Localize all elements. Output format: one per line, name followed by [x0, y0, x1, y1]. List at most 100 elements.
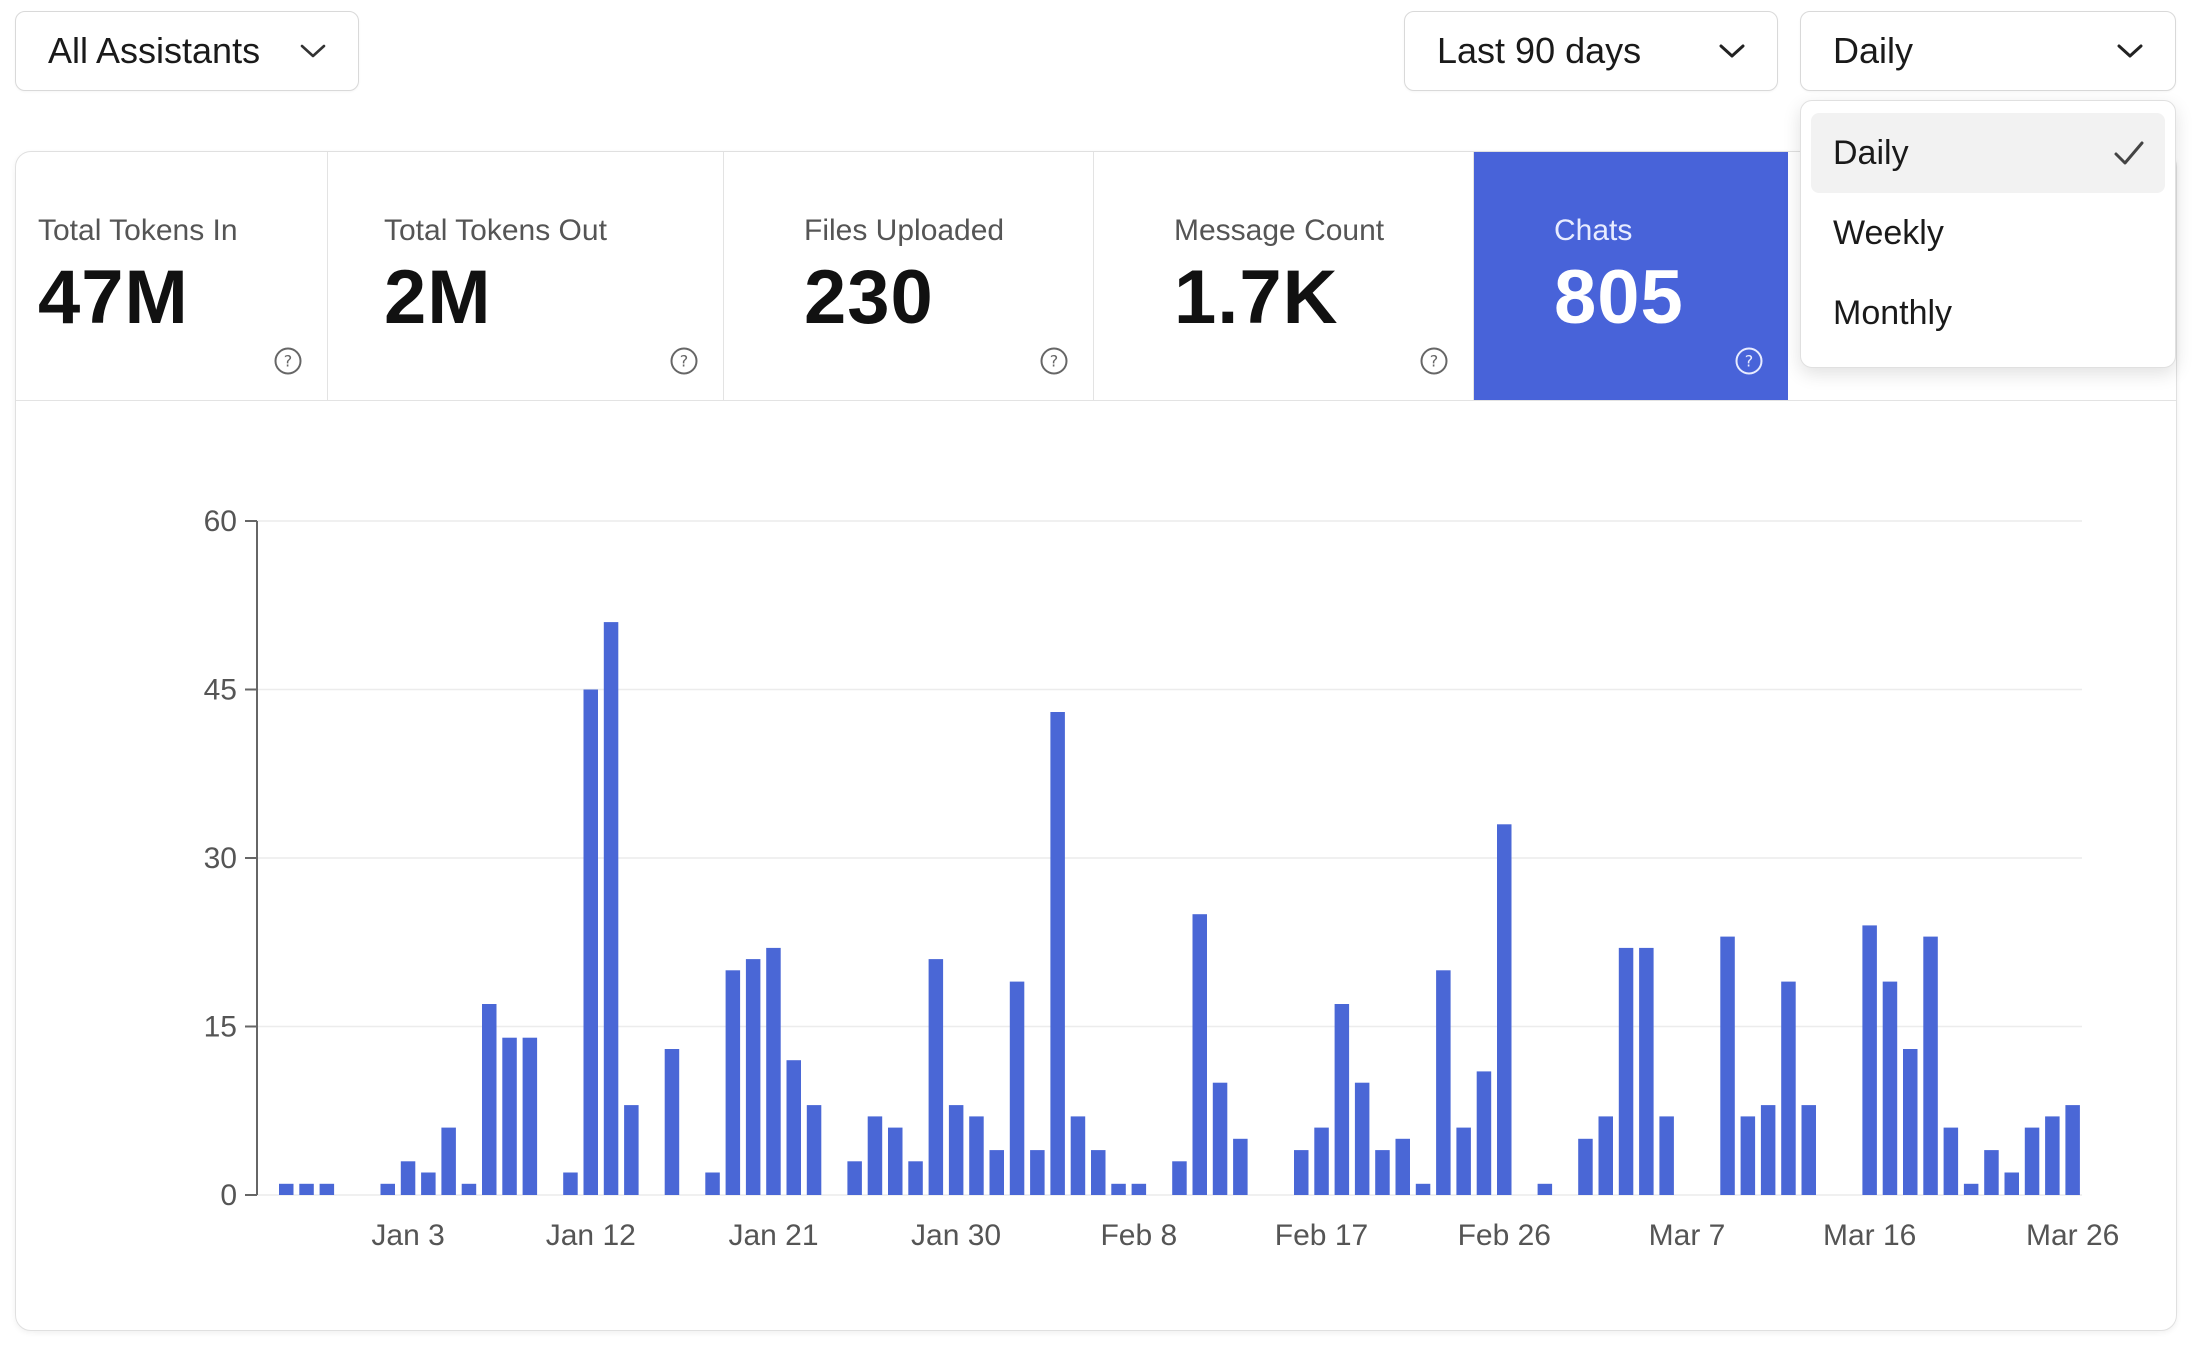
y-tick-label: 60 — [204, 505, 237, 538]
bar — [888, 1127, 903, 1195]
stat-value: 47M — [38, 255, 189, 340]
x-tick-label: Mar 16 — [1823, 1219, 1916, 1252]
menu-item-daily[interactable]: Daily — [1811, 113, 2165, 193]
bar — [1050, 712, 1065, 1195]
bar — [1497, 824, 1512, 1195]
bar — [1781, 981, 1796, 1195]
bar — [1943, 1127, 1959, 1195]
bar — [989, 1150, 1004, 1195]
bar — [1984, 1150, 1999, 1195]
granularity-label: Daily — [1833, 30, 1914, 71]
x-tick-label: Jan 12 — [546, 1219, 636, 1252]
bar — [441, 1127, 456, 1195]
bar — [1070, 1116, 1086, 1195]
bar — [867, 1116, 883, 1195]
assistant-filter-label: All Assistants — [48, 30, 261, 71]
chevron-down-icon — [1717, 36, 1747, 66]
granularity-dropdown[interactable]: Daily — [1800, 11, 2176, 91]
svg-text:?: ? — [284, 352, 293, 371]
menu-item-weekly[interactable]: Weekly — [1811, 193, 2165, 273]
bar — [1436, 970, 1451, 1195]
stats-row: Total Tokens In 47M ? Total Tokens Out 2… — [16, 152, 2176, 401]
x-tick-label: Jan 21 — [728, 1219, 818, 1252]
bar — [522, 1037, 538, 1195]
stat-total-tokens-in[interactable]: Total Tokens In 47M ? — [16, 152, 328, 400]
y-tick-label: 30 — [204, 842, 237, 875]
x-tick-label: Feb 26 — [1458, 1219, 1551, 1252]
bar — [806, 1105, 822, 1195]
bar — [319, 1183, 335, 1195]
bar — [1618, 947, 1634, 1195]
bar — [2065, 1105, 2080, 1195]
bar — [969, 1116, 984, 1195]
bar — [1354, 1082, 1370, 1195]
bar — [1659, 1116, 1674, 1195]
bar — [1760, 1105, 1776, 1195]
x-tick-label: Mar 7 — [1649, 1219, 1726, 1252]
bar — [400, 1161, 416, 1195]
bar — [1375, 1150, 1390, 1195]
x-tick-label: Feb 17 — [1275, 1219, 1368, 1252]
bar — [1192, 914, 1207, 1195]
bar — [725, 970, 741, 1195]
bar — [299, 1183, 314, 1195]
x-tick-label: Jan 30 — [911, 1219, 1001, 1252]
bar — [421, 1172, 436, 1195]
bar — [380, 1183, 395, 1195]
menu-item-label: Monthly — [1833, 294, 1953, 332]
bar — [279, 1183, 294, 1195]
bar — [1415, 1183, 1431, 1195]
bar — [603, 622, 619, 1195]
date-range-dropdown[interactable]: Last 90 days — [1404, 11, 1778, 91]
x-tick-label: Mar 26 — [2026, 1219, 2119, 1252]
stat-value: 230 — [804, 255, 934, 340]
bar — [1862, 925, 1877, 1195]
assistant-filter-dropdown[interactable]: All Assistants — [15, 11, 359, 91]
bar — [1882, 981, 1898, 1195]
bar — [847, 1161, 862, 1195]
x-tick-label: Feb 8 — [1100, 1219, 1177, 1252]
stat-value: 805 — [1554, 255, 1684, 340]
bar — [948, 1105, 964, 1195]
stat-chats[interactable]: Chats 805 ? — [1474, 152, 1788, 400]
help-icon[interactable]: ? — [1419, 346, 1449, 376]
bar — [1456, 1127, 1471, 1195]
bar — [2004, 1172, 2019, 1195]
bar — [1476, 1071, 1492, 1195]
bar — [1639, 947, 1654, 1195]
bar — [1334, 1004, 1350, 1195]
help-icon[interactable]: ? — [669, 346, 699, 376]
svg-text:?: ? — [1050, 352, 1059, 371]
menu-item-monthly[interactable]: Monthly — [1811, 273, 2165, 353]
help-icon[interactable]: ? — [273, 346, 303, 376]
bar — [705, 1172, 720, 1195]
bar — [1233, 1138, 1248, 1195]
svg-text:?: ? — [1745, 352, 1754, 371]
stat-total-tokens-out[interactable]: Total Tokens Out 2M ? — [328, 152, 724, 400]
stat-value: 2M — [384, 255, 492, 340]
granularity-menu: Daily Weekly Monthly — [1800, 100, 2176, 368]
bar — [563, 1172, 578, 1195]
stat-files-uploaded[interactable]: Files Uploaded 230 ? — [724, 152, 1094, 400]
bar — [1720, 936, 1735, 1195]
help-icon[interactable]: ? — [1039, 346, 1069, 376]
chevron-down-icon — [298, 36, 328, 66]
bar — [1598, 1116, 1613, 1195]
bar — [502, 1037, 517, 1195]
bar — [2045, 1116, 2060, 1195]
y-tick-label: 0 — [220, 1179, 237, 1212]
y-tick-label: 15 — [204, 1011, 237, 1044]
bar — [664, 1049, 680, 1195]
bar — [786, 1060, 801, 1195]
bar — [1537, 1183, 1553, 1195]
check-icon — [2114, 141, 2144, 165]
stat-value: 1.7K — [1174, 255, 1339, 340]
bar — [1923, 936, 1938, 1195]
bar — [1314, 1127, 1329, 1195]
bar — [624, 1105, 639, 1195]
bar — [745, 959, 761, 1195]
stat-message-count[interactable]: Message Count 1.7K ? — [1094, 152, 1474, 400]
help-icon[interactable]: ? — [1734, 346, 1764, 376]
bar — [1963, 1183, 1979, 1195]
bar — [461, 1183, 477, 1195]
